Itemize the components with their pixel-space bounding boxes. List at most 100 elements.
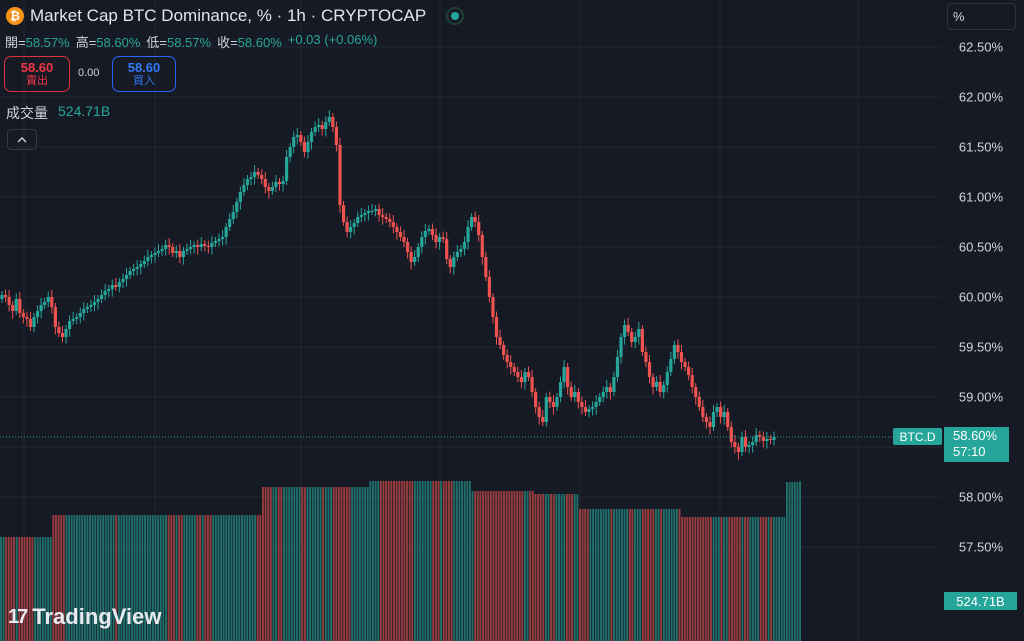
buy-price: 58.60 [127, 60, 161, 75]
candle-body [509, 362, 513, 367]
candle-body [672, 345, 676, 359]
candle-body [373, 209, 378, 211]
volume-bar [81, 515, 84, 641]
volume-bar [70, 515, 73, 641]
candle-body [519, 377, 524, 382]
candle-body [615, 357, 620, 377]
candle-body [651, 377, 655, 387]
volume-bar [60, 515, 63, 641]
candle-body [67, 321, 72, 329]
candle-body [270, 187, 274, 191]
volume-bar [28, 537, 31, 641]
volume-bar [552, 494, 555, 641]
candle-body [420, 237, 424, 247]
candle-body [743, 437, 748, 447]
volume-bar [670, 509, 673, 641]
volume-bar [733, 517, 736, 641]
volume-bar [191, 515, 194, 641]
volume-bar [521, 491, 524, 641]
volume-bar [720, 517, 723, 641]
volume-bar [222, 515, 225, 641]
volume-bar [579, 509, 581, 641]
volume-bar [167, 515, 170, 641]
sell-label: 賣出 [26, 75, 48, 87]
volume-bar [351, 487, 353, 641]
volume-bar [453, 481, 456, 641]
price-axis-label: 59.00% [959, 390, 1004, 405]
candle-body [174, 251, 178, 253]
tradingview-logo-text: TradingView [32, 604, 162, 629]
volume-bar [364, 487, 367, 641]
volume-bar [298, 487, 301, 641]
volume-bar [107, 515, 110, 641]
volume-bar [707, 517, 710, 641]
sell-button[interactable]: 58.60 賣出 [4, 56, 70, 92]
volume-bar [482, 491, 484, 641]
volume-bar [746, 517, 749, 641]
volume-bar [741, 517, 744, 641]
volume-bar [440, 481, 443, 641]
volume-bar [623, 509, 626, 641]
candle-body [423, 231, 427, 237]
volume-bar [55, 515, 57, 641]
candle-body [704, 417, 709, 422]
candle-body [359, 215, 363, 217]
candle-body [590, 407, 595, 409]
volume-bar [780, 517, 783, 641]
candle-body [53, 307, 57, 327]
candle-body [587, 409, 591, 412]
volume-bar [180, 515, 183, 641]
collapse-legend-button[interactable] [7, 129, 37, 150]
volume-bar [495, 491, 498, 641]
volume-bar [303, 487, 306, 641]
volume-bar [193, 515, 196, 641]
volume-bar [652, 509, 655, 641]
candle-body [345, 222, 349, 232]
unit-selector[interactable]: % [947, 3, 1016, 30]
candle-body [324, 122, 328, 129]
volume-bar [678, 509, 681, 641]
candle-body [213, 241, 218, 243]
candle-body [277, 182, 282, 184]
volume-bar [560, 494, 563, 641]
buy-button[interactable]: 58.60 買入 [112, 56, 176, 92]
candle-body [114, 285, 118, 287]
volume-bar [89, 515, 91, 641]
volume-bar [345, 487, 348, 641]
volume-bar [710, 517, 712, 641]
candle-body [352, 223, 356, 227]
open-label: 開= [5, 35, 26, 50]
symbol-title[interactable]: Market Cap BTC Dominance, % · 1h · CRYPT… [30, 6, 427, 25]
volume-bar [662, 509, 665, 641]
candle-body [409, 252, 413, 262]
volume-bar [382, 481, 385, 641]
volume-bar [159, 515, 162, 641]
volume-bar [314, 487, 317, 641]
candle-body [306, 142, 310, 152]
volume-bar [62, 515, 65, 641]
volume-bar [468, 481, 471, 641]
tradingview-logo[interactable]: 17 TradingView [8, 604, 161, 630]
volume-bar [673, 509, 676, 641]
candle-body [416, 247, 420, 257]
volume-bar [225, 515, 228, 641]
candle-body [107, 289, 111, 291]
volume-bar [96, 515, 99, 641]
candle-body [733, 442, 737, 447]
volume-bar [196, 515, 199, 641]
buy-label: 買入 [133, 75, 155, 87]
candle-body [139, 264, 143, 267]
candle-body [583, 407, 588, 412]
volume-bar [699, 517, 702, 641]
spread-value: 0.00 [78, 67, 100, 79]
candle-body [484, 257, 488, 277]
candle-body [576, 392, 580, 402]
candle-body [260, 175, 264, 179]
volume-legend[interactable]: 成交量 524.71B [6, 103, 110, 123]
volume-bar [725, 517, 728, 641]
candle-body [551, 402, 556, 407]
volume-bar [209, 515, 212, 641]
candle-body [0, 295, 4, 299]
volume-bar [201, 515, 204, 641]
